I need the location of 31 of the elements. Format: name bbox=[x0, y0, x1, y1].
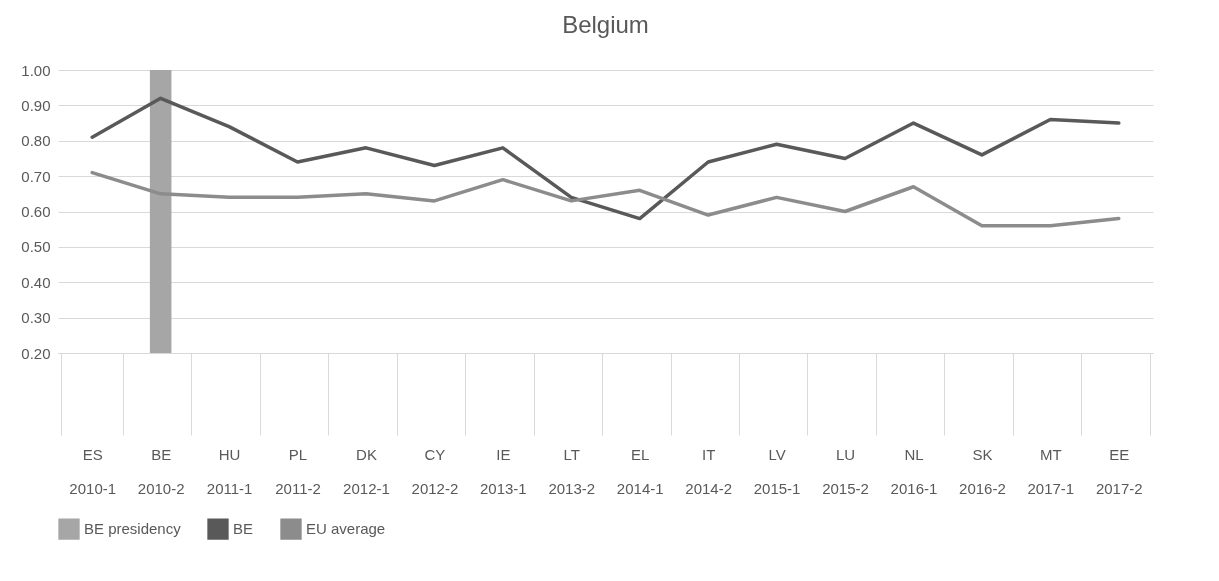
x-tick-label: NL 2016-1 bbox=[890, 445, 938, 497]
x-tick-label: CY 2012-2 bbox=[411, 445, 459, 497]
y-tick-label: 0.50 bbox=[21, 238, 51, 256]
y-tick-label: 0.60 bbox=[21, 203, 51, 220]
line-series bbox=[90, 170, 1121, 228]
x-tick-label: MT 2017-1 bbox=[1027, 445, 1075, 497]
y-tick-label: 0.30 bbox=[21, 309, 51, 327]
chart-title: Belgium bbox=[562, 11, 649, 38]
y-tick-label: 0.90 bbox=[21, 96, 51, 114]
y-tick-label: 0.40 bbox=[21, 273, 51, 291]
y-tick-label: 0.20 bbox=[21, 344, 51, 362]
x-tick-label: IE 2013-1 bbox=[479, 445, 527, 497]
x-tick-label: LV 2015-1 bbox=[753, 445, 801, 497]
y-tick-label: 0.80 bbox=[21, 132, 51, 150]
x-tick-label: LT 2013-2 bbox=[548, 445, 596, 497]
x-tick-label: ES 2010-1 bbox=[69, 445, 117, 497]
y-tick-label: 0.70 bbox=[21, 167, 51, 185]
x-tick-label: LU 2015-2 bbox=[822, 445, 869, 497]
x-tick-label: SK 2016-2 bbox=[959, 445, 1006, 497]
line-series bbox=[90, 96, 1121, 221]
x-tick-label: EE 2017-2 bbox=[1095, 445, 1143, 497]
x-tick-label: HU 2011-1 bbox=[206, 445, 253, 497]
x-tick-label: DK 2012-1 bbox=[343, 445, 390, 497]
x-tick-label: BE 2010-2 bbox=[137, 445, 185, 497]
legend-label: BE bbox=[233, 520, 254, 538]
x-tick-label: EL 2014-1 bbox=[616, 445, 664, 497]
legend-label: EU average bbox=[306, 520, 386, 538]
legend-label: BE presidency bbox=[84, 520, 182, 538]
x-tick-label: IT 2014-2 bbox=[685, 445, 733, 497]
y-tick-label: 1.00 bbox=[21, 61, 51, 79]
x-tick-label: PL 2011-2 bbox=[275, 445, 321, 497]
